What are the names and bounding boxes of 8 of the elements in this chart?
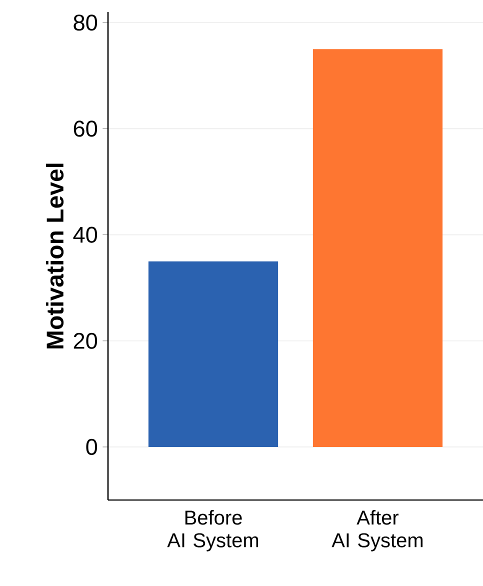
y-tick-label: 60 bbox=[74, 120, 98, 137]
y-tick-label: 20 bbox=[74, 332, 98, 349]
y-tick-label: 0 bbox=[86, 438, 98, 455]
x-tick-label: After AI System bbox=[332, 510, 423, 552]
x-tick-label: Before AI System bbox=[167, 510, 258, 552]
y-tick-label: 80 bbox=[74, 14, 98, 31]
y-axis-title: Motivation Level bbox=[46, 164, 64, 348]
y-tick-label: 40 bbox=[73, 226, 98, 243]
